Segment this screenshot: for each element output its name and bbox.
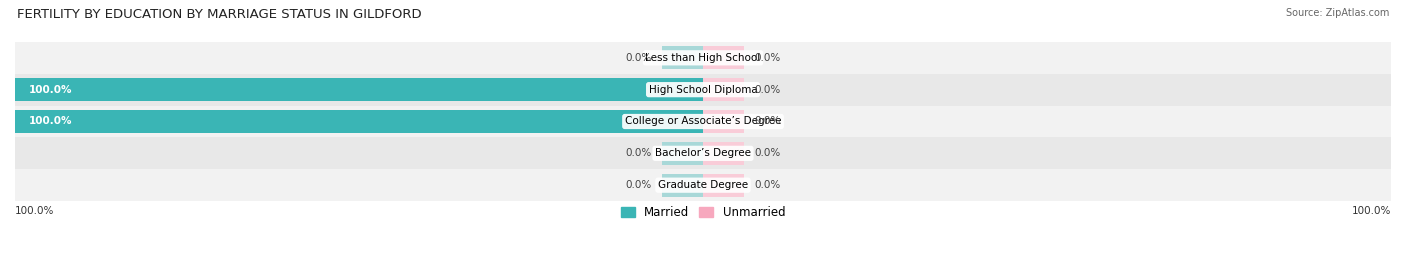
- Text: College or Associate’s Degree: College or Associate’s Degree: [624, 116, 782, 126]
- Bar: [662, 174, 703, 197]
- Text: 100.0%: 100.0%: [1351, 206, 1391, 216]
- Text: High School Diploma: High School Diploma: [648, 85, 758, 95]
- Text: 0.0%: 0.0%: [626, 180, 651, 190]
- Bar: [15, 169, 1391, 201]
- Text: 0.0%: 0.0%: [755, 116, 780, 126]
- Bar: [662, 46, 703, 69]
- Text: FERTILITY BY EDUCATION BY MARRIAGE STATUS IN GILDFORD: FERTILITY BY EDUCATION BY MARRIAGE STATU…: [17, 8, 422, 21]
- Text: Graduate Degree: Graduate Degree: [658, 180, 748, 190]
- Text: 0.0%: 0.0%: [755, 53, 780, 63]
- Bar: [703, 46, 744, 69]
- Text: 0.0%: 0.0%: [626, 148, 651, 158]
- Bar: [15, 105, 1391, 137]
- Text: 0.0%: 0.0%: [755, 180, 780, 190]
- Text: 0.0%: 0.0%: [626, 53, 651, 63]
- Bar: [703, 174, 744, 197]
- Text: 100.0%: 100.0%: [28, 85, 72, 95]
- Bar: [15, 74, 1391, 105]
- Text: Source: ZipAtlas.com: Source: ZipAtlas.com: [1285, 8, 1389, 18]
- Bar: [15, 42, 1391, 74]
- Bar: [15, 78, 703, 101]
- Legend: Married, Unmarried: Married, Unmarried: [616, 201, 790, 224]
- Text: Less than High School: Less than High School: [645, 53, 761, 63]
- Bar: [15, 137, 1391, 169]
- Bar: [703, 78, 744, 101]
- Bar: [662, 142, 703, 165]
- Text: 100.0%: 100.0%: [15, 206, 55, 216]
- Bar: [703, 142, 744, 165]
- Text: 0.0%: 0.0%: [755, 148, 780, 158]
- Bar: [15, 110, 703, 133]
- Text: 0.0%: 0.0%: [755, 85, 780, 95]
- Text: Bachelor’s Degree: Bachelor’s Degree: [655, 148, 751, 158]
- Text: 100.0%: 100.0%: [28, 116, 72, 126]
- Bar: [703, 110, 744, 133]
